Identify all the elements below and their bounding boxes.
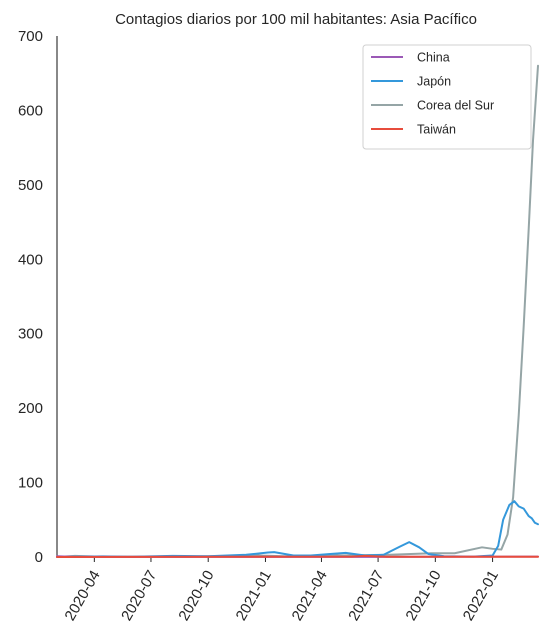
x-tick-label: 2021-10: [403, 568, 445, 624]
series-line-japon: [56, 500, 539, 558]
legend-box: [362, 44, 532, 150]
y-tick-label: 200: [18, 400, 43, 417]
x-tick-label: 2020-10: [175, 568, 217, 624]
x-tick-label: 2021-01: [233, 568, 275, 624]
y-tick-label: 700: [18, 28, 43, 45]
y-tick-label: 0: [35, 549, 43, 566]
y-tick-label: 400: [18, 251, 43, 268]
y-tick-label: 100: [18, 475, 43, 492]
x-tick-label: 2020-04: [62, 568, 104, 624]
legend: China Japón Corea del Sur Taiwán: [362, 44, 532, 150]
legend-label: Taiwán: [417, 123, 456, 137]
chart-title: Contagios diarios por 100 mil habitantes…: [115, 11, 477, 28]
legend-label: Corea del Sur: [417, 99, 494, 113]
y-tick-label: 300: [18, 326, 43, 343]
legend-label: China: [417, 51, 450, 65]
legend-label: Japón: [417, 75, 451, 89]
y-tick-label: 600: [18, 102, 43, 119]
series-line-taiwan: [56, 554, 539, 558]
x-tick-label: 2020-07: [118, 568, 160, 624]
x-tick-label: 2021-04: [289, 568, 331, 624]
y-tick-label: 500: [18, 177, 43, 194]
x-tick-label: 2022-01: [460, 568, 502, 624]
x-tick-label: 2021-07: [345, 568, 387, 624]
